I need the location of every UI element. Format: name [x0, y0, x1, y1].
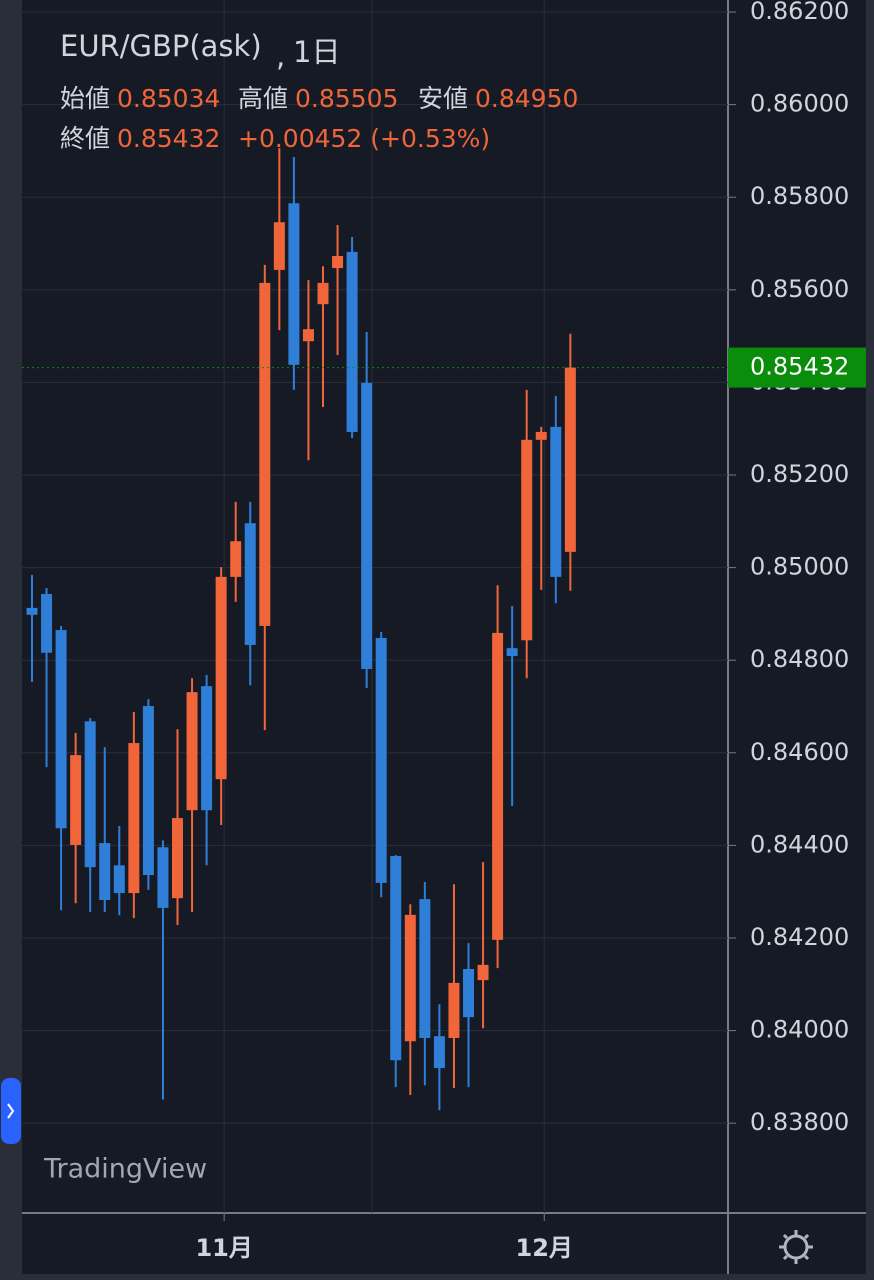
y-tick-label: 0.85800 — [750, 182, 849, 210]
right-border — [866, 0, 874, 1280]
last-price-tag — [728, 347, 866, 388]
y-tick-label: 0.86000 — [750, 90, 849, 118]
y-tick-label: 0.84800 — [750, 645, 849, 673]
candle-body — [448, 982, 460, 1038]
left-panel — [0, 0, 22, 1280]
candle-body — [172, 818, 183, 899]
legend-value: 0.85432 — [117, 124, 220, 153]
candle-body — [492, 632, 504, 940]
candle-body — [55, 630, 67, 829]
candle-body — [564, 367, 576, 552]
candle-body — [463, 969, 474, 1018]
watermark: TradingView — [43, 1154, 207, 1185]
y-tick-label: 0.84600 — [750, 738, 849, 766]
candle-body — [142, 706, 154, 876]
candle-body — [302, 329, 314, 342]
candle-body — [186, 692, 198, 811]
side-toggle-arrow — [7, 1103, 15, 1119]
y-tick-label: 0.84400 — [750, 830, 849, 858]
y-tick-label: 0.84000 — [750, 1016, 849, 1044]
legend-label: 終値 — [60, 124, 110, 153]
legend-label: 始値 — [60, 84, 110, 113]
candle-body — [390, 856, 402, 1061]
candle-body — [419, 899, 431, 1038]
settings-icon[interactable] — [779, 1230, 813, 1264]
candle-body — [550, 426, 562, 577]
candle-body — [535, 431, 547, 440]
candle-body — [273, 222, 285, 270]
candle-body — [332, 256, 344, 269]
candle-body — [361, 382, 373, 670]
candle-body — [317, 282, 329, 305]
legend-value: 0.84950 — [475, 84, 578, 113]
x-tick-label: 12月 — [516, 1234, 573, 1262]
x-tick-label: 11月 — [195, 1234, 252, 1262]
candle-body — [288, 203, 300, 365]
candle-body — [128, 743, 140, 894]
separator: , — [276, 39, 285, 73]
y-tick-label: 0.85600 — [750, 275, 849, 303]
legend-value: 0.85034 — [117, 84, 220, 113]
candle-body — [201, 686, 213, 811]
side-toggle[interactable] — [1, 1078, 21, 1144]
candle-body — [521, 439, 533, 641]
bottom-border — [0, 1274, 874, 1280]
candle-body — [70, 755, 82, 845]
candle-body — [433, 1036, 445, 1069]
legend-label: 安値 — [418, 84, 468, 113]
candle-body — [506, 648, 518, 657]
y-tick-label: 0.83800 — [750, 1108, 849, 1136]
change: +0.00452 (+0.53%) — [238, 124, 490, 153]
candle-body — [346, 251, 358, 432]
y-tick-label: 0.86200 — [750, 0, 849, 25]
candle-body — [113, 865, 125, 894]
legend-value: 0.85505 — [295, 84, 398, 113]
candle-body — [41, 593, 53, 653]
candle-body — [26, 607, 38, 615]
candle-body — [230, 541, 242, 577]
y-tick-label: 0.85200 — [750, 460, 849, 488]
candle-body — [215, 576, 227, 780]
candle-body — [84, 721, 96, 868]
symbol-title: EUR/GBP(ask) — [60, 29, 262, 63]
candle-body — [259, 282, 271, 626]
candle-body — [244, 523, 256, 645]
candle-body — [404, 914, 416, 1042]
last-price-label: 0.85432 — [750, 353, 849, 381]
candle-body — [99, 843, 111, 901]
interval: 1日 — [293, 35, 340, 69]
candle-body — [375, 637, 387, 883]
y-tick-label: 0.84200 — [750, 923, 849, 951]
candle-body — [477, 964, 489, 981]
candle-body — [157, 847, 169, 908]
legend-label: 高値 — [238, 84, 288, 113]
y-tick-label: 0.85000 — [750, 553, 849, 581]
